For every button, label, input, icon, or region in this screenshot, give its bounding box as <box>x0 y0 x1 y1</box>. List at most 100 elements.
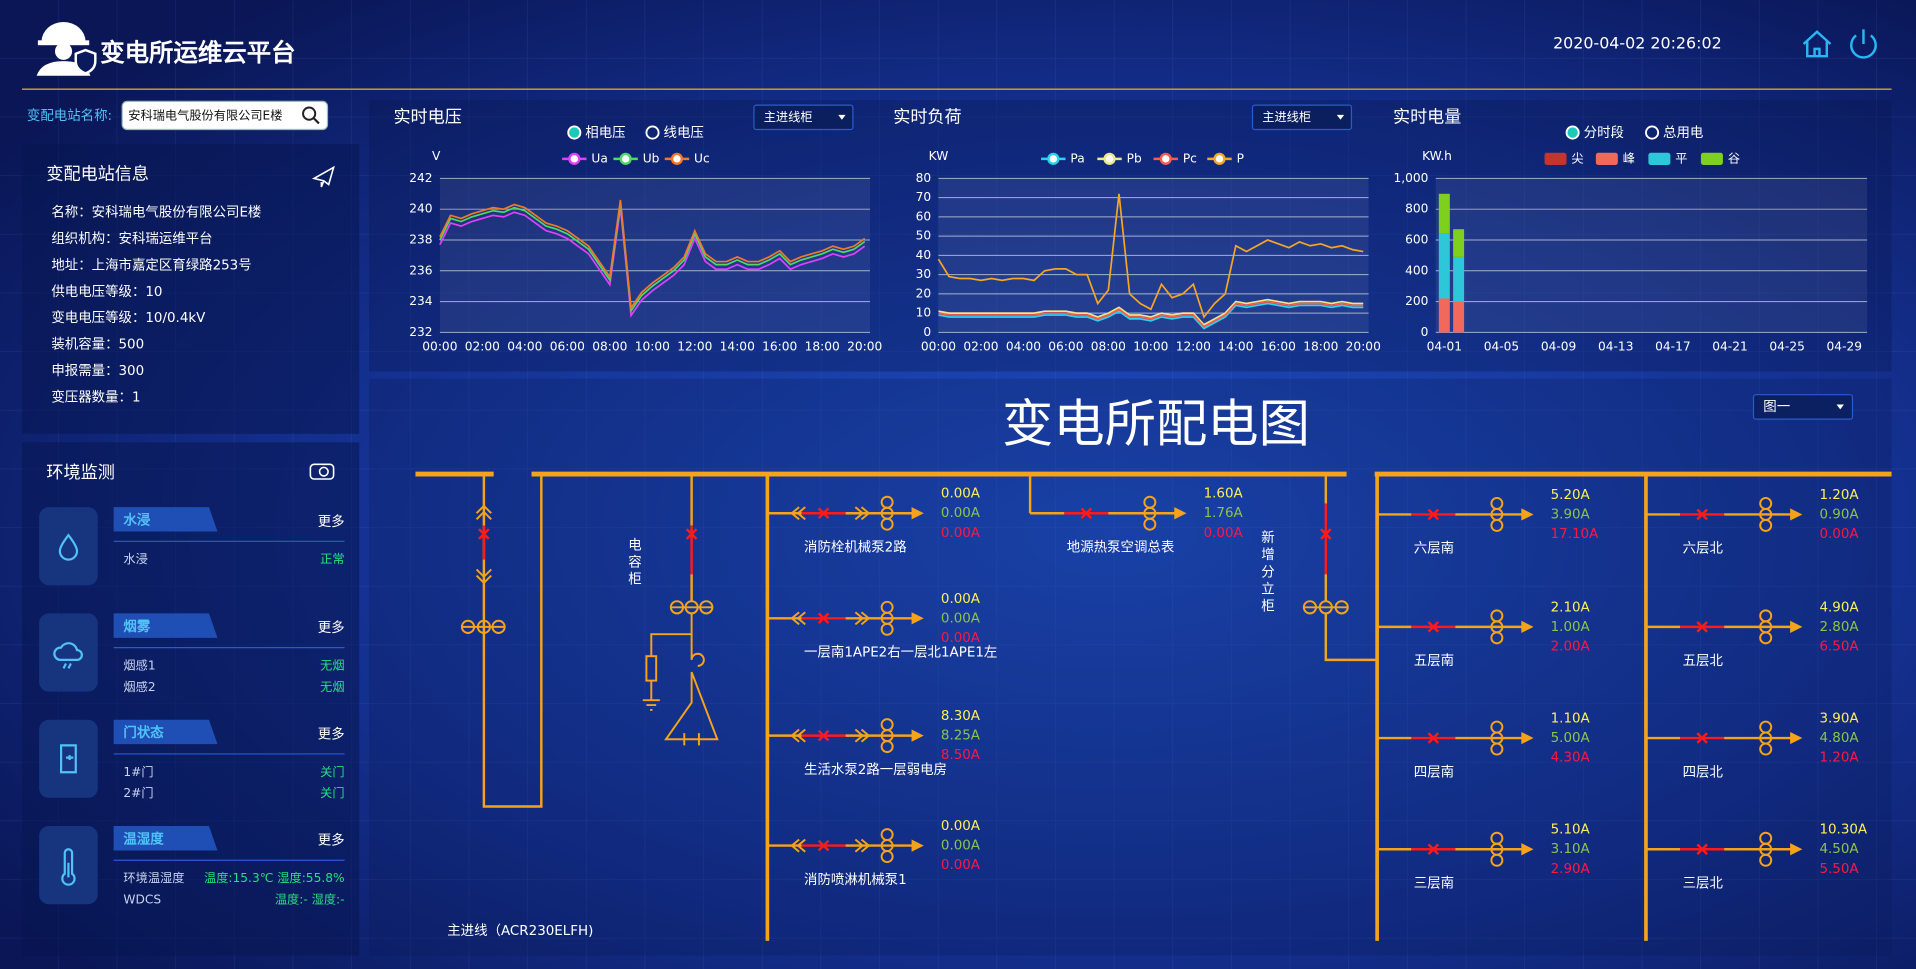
power-button[interactable] <box>1850 29 1877 59</box>
more-link[interactable]: 更多 <box>318 832 345 849</box>
group-tab <box>113 613 218 638</box>
legend-label: 平 <box>1675 151 1687 165</box>
y-axis-label: KW <box>929 149 949 163</box>
item-status: 无烟 <box>320 658 344 672</box>
incomer <box>460 474 543 808</box>
y-tick-label: 236 <box>409 263 432 277</box>
item-status: 关门 <box>320 785 344 800</box>
series-line <box>938 300 1364 328</box>
home-button[interactable] <box>1802 30 1832 58</box>
feeder-current: 0.00A <box>941 487 981 502</box>
dropdown[interactable] <box>1251 104 1353 131</box>
dropdown-value[interactable]: 主进线柜 <box>764 110 813 124</box>
radio[interactable] <box>567 125 582 140</box>
breaker-cross <box>817 612 830 625</box>
feeder: 三层南 5.10A 3.10A 2.90A <box>1377 823 1591 891</box>
legend-label: Ub <box>643 151 660 165</box>
x-tick-label: 04-17 <box>1655 340 1690 354</box>
item-status: 温度:- 湿度:- <box>275 891 345 906</box>
y-tick-label: 800 <box>1405 202 1428 216</box>
group-tab <box>113 507 218 532</box>
chevrons <box>790 506 871 521</box>
item-label: 水浸 <box>123 552 147 566</box>
ct-coil <box>880 740 894 754</box>
diagram-panel <box>369 378 1892 956</box>
icon-box <box>39 507 98 586</box>
series-line <box>439 199 866 311</box>
more-link[interactable]: 更多 <box>318 513 345 530</box>
dropdown-arrow <box>1836 404 1844 410</box>
feeder-arrow <box>1521 508 1534 521</box>
radio[interactable] <box>1565 125 1580 140</box>
feeder-current: 1.76A <box>1204 506 1244 521</box>
thermometer-icon <box>61 848 76 886</box>
group-name: 门状态 <box>123 724 164 741</box>
feeder-name: 六层北 <box>1683 541 1724 557</box>
feeder-current: 0.00A <box>941 506 981 521</box>
y-tick-label: 600 <box>1405 232 1428 246</box>
y-tick-label: 10 <box>916 306 932 320</box>
breaker-cross <box>1080 507 1093 519</box>
breaker-cross <box>1427 732 1440 744</box>
chevrons <box>790 728 871 743</box>
radio-label[interactable]: 相电压 <box>585 125 625 141</box>
search-box[interactable] <box>121 100 329 131</box>
feeder-name: 三层南 <box>1414 875 1454 891</box>
feeder-arrow <box>1521 731 1534 745</box>
app-title: 变电所运维云平台 <box>100 38 295 67</box>
feeder-current: 0.00A <box>1819 527 1859 542</box>
send-icon[interactable] <box>311 165 335 188</box>
ct-coil <box>1759 631 1773 645</box>
search-icon[interactable] <box>302 106 320 125</box>
series-line <box>938 298 1364 326</box>
item-label: 烟感2 <box>123 679 155 694</box>
legend-marker <box>619 152 632 165</box>
feeder-current: 4.50A <box>1819 842 1859 857</box>
legend-marker <box>568 152 581 165</box>
radio[interactable] <box>1645 125 1660 140</box>
feeder-name: 一层南1APE2右一层北1APE1左 <box>804 645 997 661</box>
dropdown-arrow <box>838 114 846 120</box>
more-link[interactable]: 更多 <box>318 619 345 636</box>
legend-marker <box>670 152 684 165</box>
more-link[interactable]: 更多 <box>318 725 345 742</box>
env-icons <box>39 507 98 905</box>
y-tick-label: 0 <box>1421 325 1429 339</box>
x-tick-label: 02:00 <box>963 340 998 354</box>
radio-label[interactable]: 分时段 <box>1584 125 1624 141</box>
x-tick-label: 10:00 <box>1133 340 1168 354</box>
y-tick-label: 400 <box>1405 263 1428 277</box>
radio-label[interactable]: 总用电 <box>1663 125 1703 141</box>
icon-box <box>39 613 98 692</box>
feeder-current: 0.00A <box>941 526 981 541</box>
ct-coil <box>1490 742 1504 756</box>
feeder-arrow <box>1790 843 1803 856</box>
search-value[interactable]: 安科瑞电气股份有限公司E楼 <box>128 108 282 123</box>
ct-coil <box>1490 518 1504 532</box>
station-info-row: 供电电压等级：10 <box>51 283 162 300</box>
ct-coil <box>880 622 894 636</box>
legend-label: P <box>1237 151 1244 165</box>
radio[interactable] <box>645 125 660 140</box>
diagram-dropdown-value[interactable]: 图一 <box>1763 400 1790 415</box>
dropdown[interactable] <box>753 104 854 131</box>
x-tick-label: 04-05 <box>1484 340 1519 354</box>
x-tick-label: 04-01 <box>1427 340 1462 354</box>
feeder: 消防栓机械泵2路 0.00A 0.00A 0.00A <box>767 487 981 555</box>
capacitor-label: 电容柜 <box>625 537 642 589</box>
bar-segment <box>1438 298 1450 333</box>
dropdown-value[interactable]: 主进线柜 <box>1262 110 1311 124</box>
y-tick-label: 232 <box>409 325 432 339</box>
radio-label[interactable]: 线电压 <box>664 125 704 141</box>
feeder-arrow <box>911 729 924 742</box>
feeder: 六层南 5.20A 3.90A 17.10A <box>1377 488 1599 557</box>
feeder-current: 4.30A <box>1551 751 1591 766</box>
feeder-current: 10.30A <box>1819 823 1867 838</box>
ct-coil <box>1759 742 1773 756</box>
x-tick-label: 08:00 <box>1091 340 1126 354</box>
diagram-title: 变电所配电图 <box>1002 395 1310 455</box>
diagram-dropdown[interactable] <box>1752 394 1854 420</box>
feeder: 四层北 3.90A 4.80A 1.20A <box>1645 712 1859 780</box>
